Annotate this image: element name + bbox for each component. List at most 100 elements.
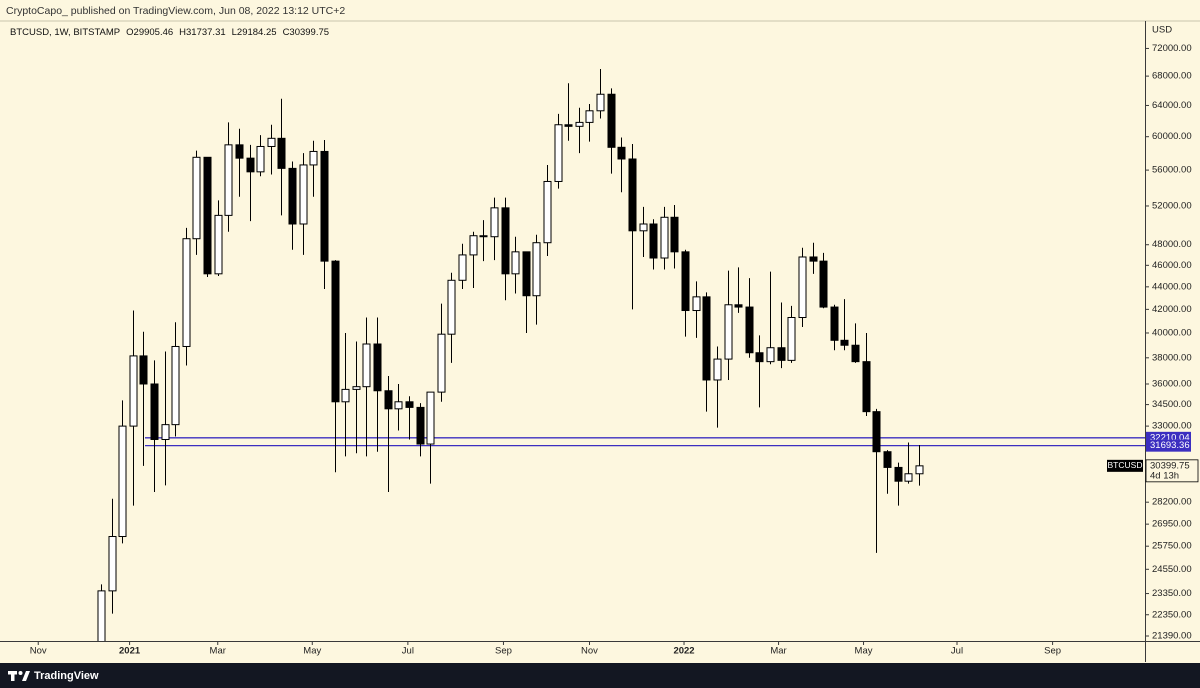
candle-body: [108, 536, 117, 592]
candle-body: [288, 167, 297, 225]
candle-body: [745, 306, 754, 354]
candle-body: [362, 343, 371, 388]
candle-body: [214, 214, 223, 275]
symbol-tag-box: [1107, 459, 1143, 472]
x-tick-label: Jul: [402, 646, 414, 657]
candle-body: [277, 137, 286, 169]
candle-body: [416, 406, 425, 445]
footer-bar: [0, 663, 1200, 688]
candle-body: [97, 590, 106, 641]
candle-body: [267, 137, 276, 147]
plot-area: [97, 69, 1145, 641]
candle-body: [575, 121, 584, 127]
candle-body: [479, 235, 488, 238]
candle-body: [150, 383, 159, 440]
candle-body: [607, 93, 616, 148]
y-tick-label: 64000.00: [1152, 100, 1192, 111]
candle-body: [617, 146, 626, 160]
y-tick-label: 60000.00: [1152, 131, 1192, 142]
y-tick-label: 21390.00: [1152, 631, 1192, 642]
y-tick-label: 23350.00: [1152, 588, 1192, 599]
brand-logo: [8, 671, 30, 681]
candle-body: [511, 251, 520, 275]
candle-body: [469, 235, 478, 256]
y-tick-label: 28200.00: [1152, 497, 1192, 508]
currency-label: USD: [1152, 25, 1172, 36]
level-label: 31693.36: [1150, 440, 1190, 451]
candle-body: [564, 124, 573, 127]
publisher-line: CryptoCapo_ published on TradingView.com…: [6, 5, 345, 17]
candle-body: [437, 333, 446, 393]
y-tick-label: 34500.00: [1152, 399, 1192, 410]
brand-name: TradingView: [34, 670, 99, 682]
legend-symbol: BTCUSD, 1W, BITSTAMP: [10, 27, 120, 38]
candle-body: [872, 411, 881, 453]
candle-body: [596, 93, 605, 112]
symbol-legend: BTCUSD, 1W, BITSTAMP O29905.46 H31737.31 L2…: [10, 27, 329, 38]
candle-body: [490, 207, 499, 238]
candle-body: [639, 223, 648, 232]
candle-body: [458, 254, 467, 281]
candle-body: [543, 180, 552, 244]
candle-body: [373, 343, 382, 392]
candle-body: [447, 279, 456, 335]
candle-body: [904, 473, 913, 482]
candle-body: [840, 339, 849, 346]
candle-body: [299, 164, 308, 225]
candle-body: [883, 451, 892, 468]
candle-body: [235, 144, 244, 159]
candle-body: [894, 466, 903, 482]
legend-low: L29184.25: [232, 27, 277, 38]
y-tick-label: 40000.00: [1152, 327, 1192, 338]
candle-body: [182, 238, 191, 347]
candle-body: [819, 260, 828, 308]
candle-body: [585, 110, 594, 123]
candle-body: [309, 150, 318, 166]
y-tick-label: 52000.00: [1152, 200, 1192, 211]
y-tick-label: 72000.00: [1152, 43, 1192, 54]
candle-body: [702, 296, 711, 381]
y-tick-label: 44000.00: [1152, 281, 1192, 292]
level-label: 32210.04: [1150, 432, 1190, 443]
candle-body: [203, 156, 212, 275]
y-tick-label: 48000.00: [1152, 239, 1192, 250]
y-tick-label: 24550.00: [1152, 564, 1192, 575]
y-tick-label: 26950.00: [1152, 519, 1192, 530]
candle-body: [830, 306, 839, 341]
candle-body: [787, 316, 796, 361]
logo-v: [22, 671, 30, 681]
candle-body: [341, 388, 350, 403]
candle-body: [394, 401, 403, 410]
y-tick-label: 22350.00: [1152, 609, 1192, 620]
candle-body: [118, 425, 127, 538]
x-tick-label: May: [855, 646, 873, 657]
x-tick-label: Sep: [1044, 646, 1061, 657]
candle-body: [681, 251, 690, 312]
x-tick-label: Nov: [30, 646, 47, 657]
candle-body: [384, 390, 393, 410]
candle-body: [532, 242, 541, 297]
y-tick-label: 68000.00: [1152, 71, 1192, 82]
legend-open: O29905.46: [126, 27, 173, 38]
candle-body: [692, 296, 701, 312]
candle-body: [192, 156, 201, 240]
candle-body: [766, 347, 775, 363]
candle-body: [129, 355, 138, 427]
x-tick-label: Nov: [581, 646, 598, 657]
legend-high: H31737.31: [179, 27, 225, 38]
level-label-box: [1146, 439, 1191, 452]
y-tick-label: 56000.00: [1152, 165, 1192, 176]
candle-body: [862, 361, 871, 413]
last-price-box: [1145, 459, 1199, 483]
y-tick-label: 46000.00: [1152, 260, 1192, 271]
y-tick-label: 36000.00: [1152, 379, 1192, 390]
x-tick-label: 2022: [673, 646, 694, 657]
x-tick-label: Sep: [495, 646, 512, 657]
x-tick-label: May: [303, 646, 321, 657]
candle-body: [405, 401, 414, 408]
candle-body: [139, 355, 148, 385]
logo-stem: [11, 671, 15, 681]
y-tick-label: 42000.00: [1152, 304, 1192, 315]
